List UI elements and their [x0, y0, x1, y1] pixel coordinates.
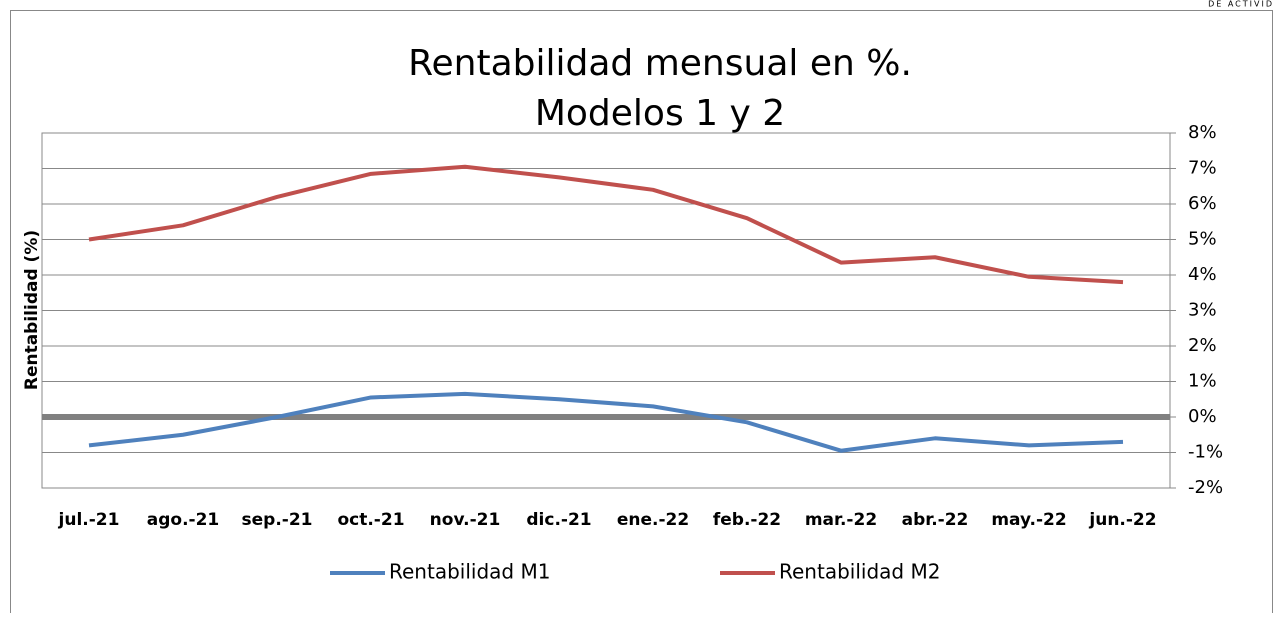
x-tick-label: sep.-21: [242, 510, 313, 530]
y-tick-label: 1%: [1188, 371, 1217, 392]
x-tick-label: may.-22: [991, 510, 1066, 530]
y-tick-label: -1%: [1188, 442, 1223, 463]
x-tick-label: nov.-21: [430, 510, 501, 530]
y-axis-label: Rentabilidad (%): [22, 230, 42, 390]
x-tick-label: ene.-22: [617, 510, 689, 530]
x-tick-label: oct.-21: [337, 510, 404, 530]
legend-label: Rentabilidad M2: [779, 560, 940, 584]
line-series: [88, 391, 1124, 453]
x-tick-label: mar.-22: [805, 510, 877, 530]
x-tick-label: jun.-22: [1088, 510, 1156, 530]
y-tick-label: 4%: [1188, 264, 1217, 285]
x-tick-label: feb.-22: [713, 510, 781, 530]
x-tick-label: dic.-21: [526, 510, 591, 530]
y-tick-label: -2%: [1188, 477, 1223, 498]
x-tick-label: ago.-21: [147, 510, 220, 530]
chart-title: Rentabilidad mensual en %.: [408, 43, 912, 84]
y-tick-label: 5%: [1188, 229, 1217, 250]
y-tick-label: 3%: [1188, 300, 1217, 321]
chart-frame: [10, 10, 1273, 617]
corner-text: DE ACTIVID: [1208, 0, 1274, 9]
line-series: [88, 164, 1124, 285]
y-tick-label: 6%: [1188, 193, 1217, 214]
y-tick-label: 7%: [1188, 158, 1217, 179]
chart-title: Modelos 1 y 2: [535, 93, 785, 134]
x-tick-label: jul.-21: [58, 510, 120, 530]
x-tick-label: abr.-22: [902, 510, 969, 530]
y-tick-label: 2%: [1188, 335, 1217, 356]
y-tick-label: 0%: [1188, 406, 1217, 427]
y-tick-label: 8%: [1188, 122, 1217, 143]
legend-label: Rentabilidad M1: [389, 560, 550, 584]
